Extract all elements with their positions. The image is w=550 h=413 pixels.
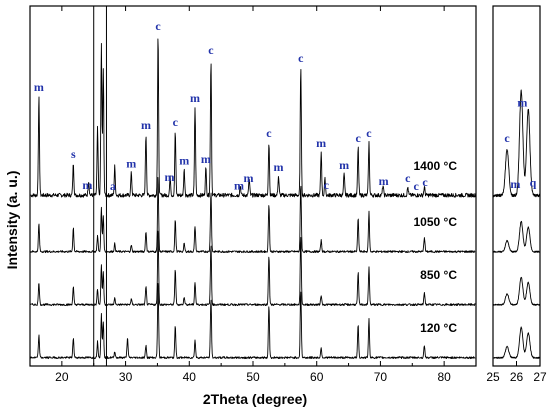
phase-annotation: a: [110, 179, 116, 193]
inset-x-tick-label: 27: [533, 370, 547, 384]
x-tick-label: 40: [183, 370, 197, 384]
x-tick-label: 80: [437, 370, 451, 384]
series-label: 120 °C: [420, 321, 457, 335]
x-axis-title: 2Theta (degree): [203, 391, 307, 407]
phase-annotation: c: [405, 171, 411, 185]
inset-phase-annotation: c: [504, 131, 510, 145]
phase-annotation: c: [324, 178, 330, 192]
phase-annotation: c: [266, 126, 272, 140]
inset-xrd-trace: [493, 89, 540, 198]
x-tick-label: 20: [55, 370, 69, 384]
phase-annotation: m: [179, 153, 189, 167]
x-tick-label: 70: [374, 370, 388, 384]
phase-annotation: m: [379, 174, 389, 188]
main-plot-area: 20 30 40 50 60 70 80 1400 °C 1050 °C 850 °C 120 °C…: [29, 5, 477, 384]
inset-phase-annotation: q: [530, 175, 537, 189]
xrd-trace: [30, 283, 476, 360]
phase-annotation: c: [413, 179, 419, 193]
phase-annotation: c: [355, 131, 361, 145]
phase-annotation: c: [155, 19, 161, 33]
main-plot-frame: [29, 5, 477, 367]
phase-annotation: m: [82, 178, 92, 192]
phase-annotation: m: [244, 171, 254, 185]
xrd-trace: [30, 230, 476, 307]
phase-annotation: m: [339, 158, 349, 172]
phase-annotation: c: [422, 175, 428, 189]
inset-x-tick-label: 25: [486, 370, 500, 384]
phase-annotation: m: [190, 91, 200, 105]
phase-annotation: c: [173, 115, 179, 129]
series-label: 1400 °C: [414, 159, 458, 173]
x-tick-label: 30: [119, 370, 133, 384]
inset-xrd-trace: [493, 220, 540, 253]
xrd-trace: [30, 38, 476, 198]
phase-annotation: c: [366, 126, 372, 140]
inset-xrd-trace: [493, 326, 540, 359]
series-label: 1050 °C: [414, 215, 458, 229]
phase-annotation: m: [165, 170, 175, 184]
phase-annotation: s: [71, 147, 76, 161]
phase-annotation: m: [141, 118, 151, 132]
inset-phase-annotation: m: [517, 95, 527, 109]
xrd-trace: [30, 177, 476, 254]
phase-annotation: m: [34, 80, 44, 94]
series-label: 850 °C: [420, 268, 457, 282]
phase-annotation: m: [201, 152, 211, 166]
phase-annotation: m: [316, 136, 326, 150]
phase-annotation: m: [126, 157, 136, 171]
y-axis-title: Intensity (a. u.): [4, 171, 20, 270]
x-tick-label: 60: [310, 370, 324, 384]
phase-annotation: m: [234, 178, 244, 192]
inset-xrd-trace: [493, 276, 540, 306]
phase-annotation: m: [273, 160, 283, 174]
phase-annotation: c: [298, 51, 304, 65]
phase-annotation: c: [208, 43, 214, 57]
inset-x-tick-label: 26: [510, 370, 524, 384]
inset-phase-annotation: m: [510, 177, 520, 191]
x-tick-label: 50: [246, 370, 260, 384]
